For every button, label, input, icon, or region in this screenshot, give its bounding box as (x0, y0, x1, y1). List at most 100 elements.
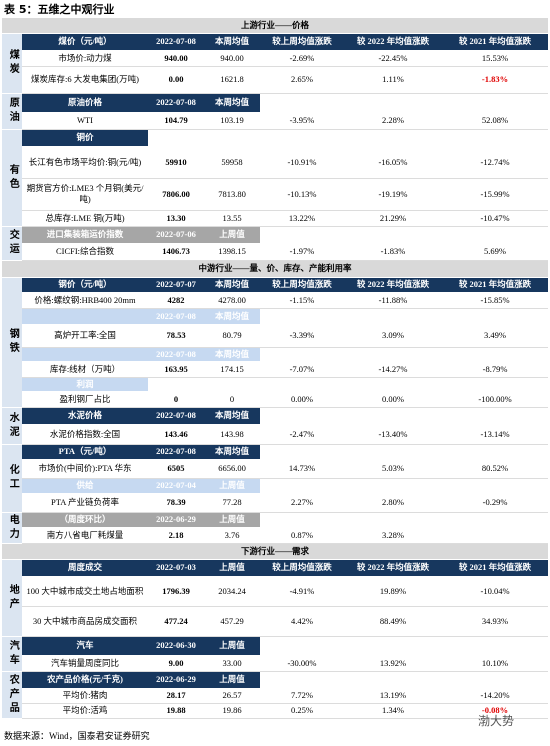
header-cell: 本周均值 (204, 93, 260, 113)
header-cell (260, 636, 344, 656)
data-cell: 14.73% (260, 459, 344, 479)
data-cell: 0.00% (260, 391, 344, 408)
data-cell: -12.74% (442, 146, 549, 179)
data-cell: 5.03% (344, 459, 442, 479)
header-cell (260, 226, 344, 244)
section-title: 上游行业——价格 (2, 18, 549, 34)
data-cell: 28.17 (148, 688, 204, 704)
header-cell: 铜价 (22, 129, 148, 147)
data-row: 高炉开工率:全国 78.53 80.79 -3.39% 3.09% 3.49% (2, 324, 549, 348)
header-cell: 较上周均值涨跌 (260, 33, 344, 51)
data-cell: 2.18 (148, 527, 204, 544)
header-cell: 上周值 (204, 226, 260, 244)
header-cell: 2022-06-30 (148, 636, 204, 656)
header-cell (148, 377, 204, 392)
section-title: 中游行业——量、价、库存、产能利用率 (2, 260, 549, 278)
data-row: 库存:线材（万吨） 163.95 174.15 -7.07% -14.27% -8.79% (2, 361, 549, 378)
data-cell: 143.98 (204, 424, 260, 445)
data-cell: -8.79% (442, 361, 549, 378)
sector-label: 钢铁 (2, 277, 22, 408)
data-row: WTI 104.79 103.19 -3.95% 2.28% 52.08% (2, 112, 549, 130)
header-cell (442, 129, 549, 147)
header-cell: 较 2022 年均值涨跌 (344, 33, 442, 51)
data-cell: 4.42% (260, 606, 344, 637)
data-cell: 7806.00 (148, 178, 204, 211)
header-cell (260, 444, 344, 460)
header-row: 农产品 农产品价格(元/千克) 2022-06-29 上周值 (2, 671, 549, 719)
header-row: 汽车 汽车 2022-06-30 上周值 (2, 636, 549, 672)
header-cell: 2022-07-03 (148, 559, 204, 577)
table-title: 表 5：五维之中观行业 (4, 3, 115, 16)
data-cell: 80.52% (442, 459, 549, 479)
data-cell: 期货官方价:LME3 个月铜(美元/吨) (22, 178, 148, 211)
data-cell: -11.88% (344, 292, 442, 309)
header-cell: 本周均值 (204, 347, 260, 362)
header-cell: 汽车 (22, 636, 148, 656)
header-cell (344, 347, 442, 362)
data-cell: 940.00 (148, 50, 204, 67)
header-cell (442, 226, 549, 244)
header-cell: 2022-07-08 (148, 407, 204, 425)
header-cell: 本周均值 (204, 444, 260, 460)
header-cell: 农产品价格(元/千克) (22, 671, 148, 689)
header-cell: 本周均值 (204, 407, 260, 425)
data-cell: 9.00 (148, 655, 204, 672)
sector-label: 交运 (2, 226, 22, 261)
data-cell: 940.00 (204, 50, 260, 67)
data-cell: 2.65% (260, 66, 344, 94)
data-row: 平均价:活鸡 19.88 19.86 0.25% 1.34% -0.08% (2, 703, 549, 719)
header-cell (260, 512, 344, 528)
data-cell: -10.91% (260, 146, 344, 179)
data-cell: 77.28 (204, 493, 260, 513)
data-cell: -19.19% (344, 178, 442, 211)
data-cell: 长江有色市场平均价:铜(元/吨) (22, 146, 148, 179)
header-row: 煤炭 煤价（元/吨） 2022-07-08 本周均值 较上周均值涨跌较 2022 年均值… (2, 33, 549, 94)
data-cell: 4282 (148, 292, 204, 309)
data-cell: 78.39 (148, 493, 204, 513)
header-cell: 煤价（元/吨） (22, 33, 148, 51)
data-cell: 13.92% (344, 655, 442, 672)
data-cell: 6656.00 (204, 459, 260, 479)
data-cell: -100.00% (442, 391, 549, 408)
header-cell (344, 308, 442, 325)
data-row: 南方八省电厂耗煤量 2.18 3.76 0.87% 3.28% (2, 527, 549, 544)
data-cell: -0.29% (442, 493, 549, 513)
data-cell: 52.08% (442, 112, 549, 130)
sector-label: 电力 (2, 512, 22, 544)
header-cell (22, 308, 148, 325)
sector-label: 化工 (2, 444, 22, 513)
data-row: 盈利钢厂占比 0 0 0.00% 0.00% -100.00% (2, 391, 549, 408)
data-cell: 平均价:活鸡 (22, 703, 148, 719)
header-cell: 2022-07-08 (148, 33, 204, 51)
header-cell: 原油价格 (22, 93, 148, 113)
data-cell: -10.47% (442, 210, 549, 227)
data-cell: -3.39% (260, 324, 344, 348)
data-cell: 103.19 (204, 112, 260, 130)
data-cell: 13.22% (260, 210, 344, 227)
header-row: 水泥 水泥价格 2022-07-08 本周均值 (2, 407, 549, 445)
header-cell (442, 377, 549, 392)
header-cell: 利润 (22, 377, 148, 392)
data-cell: -10.04% (442, 576, 549, 607)
header-cell (344, 377, 442, 392)
header-cell: 水泥价格 (22, 407, 148, 425)
data-cell: -15.85% (442, 292, 549, 309)
data-cell: 平均价:猪肉 (22, 688, 148, 704)
header-cell: 上周值 (204, 636, 260, 656)
header-cell: 2022-07-06 (148, 226, 204, 244)
header-row: 2022-07-08 本周均值 (2, 347, 549, 362)
data-cell: 34.93% (442, 606, 549, 637)
header-cell (148, 129, 204, 147)
header-cell (442, 671, 549, 689)
data-row: 100 大中城市成交土地占地面积 1796.39 2034.24 -4.91% 19.8… (2, 576, 549, 607)
header-cell: 较 2021 年均值涨跌 (442, 33, 549, 51)
data-cell: 19.86 (204, 703, 260, 719)
header-cell: 本周均值 (204, 308, 260, 325)
industry-table: 上游行业——价格 煤炭 煤价（元/吨） 2022-07-08 本周均值 较上周均值涨跌较 … (2, 18, 549, 719)
header-cell (22, 347, 148, 362)
header-cell: 较 2022 年均值涨跌 (344, 559, 442, 577)
data-cell: 30 大中城市商品房成交面积 (22, 606, 148, 637)
header-cell: 较上周均值涨跌 (260, 277, 344, 293)
data-cell: -1.15% (260, 292, 344, 309)
header-cell: 2022-06-29 (148, 671, 204, 689)
